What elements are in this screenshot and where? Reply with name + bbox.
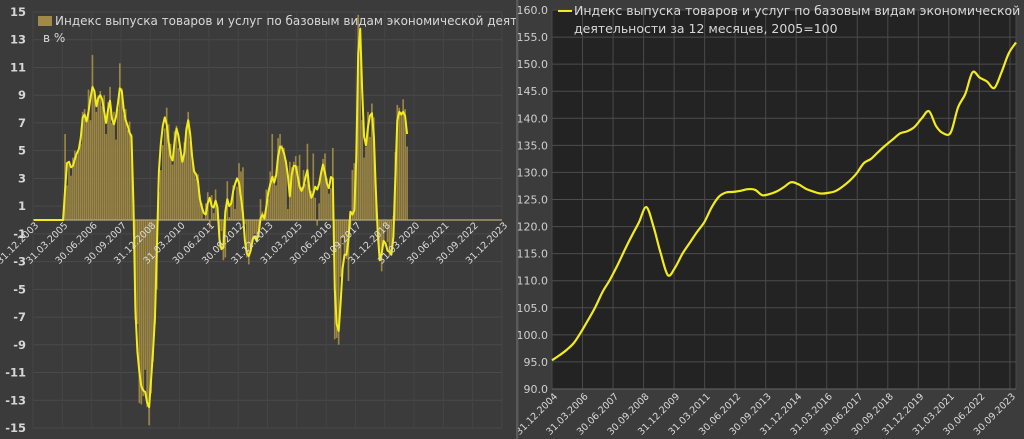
chart-divider (516, 0, 518, 439)
legend-label: Индекс выпуска товаров и услуг по базовы… (55, 14, 517, 28)
y-tick-label: 105.0 (518, 302, 548, 315)
y-tick-label: -1 (13, 227, 26, 241)
y-tick-label: 13 (10, 33, 26, 47)
index-line-series (551, 41, 1017, 362)
y-tick-label: 3 (18, 171, 26, 185)
y-tick-label: 95.0 (524, 356, 549, 369)
y-tick-label: 15 (10, 5, 26, 19)
y-tick-label: 145.0 (518, 85, 548, 98)
legend-label-line2: в % (43, 31, 65, 45)
yoy-bar-chart: 15131197531-1-3-5-7-9-11-13-1531.12.2003… (0, 5, 517, 435)
smoothed-line-series (33, 27, 409, 409)
index-line-chart: 160.0 155.0 150.0 145.0 140.0 135.0 130.0 125.0… (518, 0, 1020, 439)
y-tick-label: 135.0 (518, 139, 548, 152)
y-tick-label: -5 (13, 282, 26, 296)
y-tick-label: 155.0 (518, 31, 548, 44)
y-tick-label: 150.0 (518, 58, 548, 71)
y-tick-label: 110.0 (518, 275, 548, 288)
y-tick-label: 1 (18, 199, 26, 213)
y-tick-label: 115.0 (518, 248, 548, 261)
legend-label-line2: деятельности за 12 месяцев, 2005=100 (574, 21, 838, 36)
y-tick-label: 100.0 (518, 329, 548, 342)
y-tick-label: 9 (18, 88, 26, 102)
y-tick-label: -7 (13, 310, 26, 324)
right-chart-panel: 160.0 155.0 150.0 145.0 140.0 135.0 130.0 125.0… (518, 0, 1024, 439)
y-tick-label: -15 (5, 421, 26, 435)
y-tick-label: 140.0 (518, 112, 548, 125)
y-tick-label: 7 (18, 116, 26, 130)
legend-swatch (38, 16, 52, 26)
y-tick-label: -9 (13, 338, 26, 352)
legend-label: Индекс выпуска товаров и услуг по базовы… (574, 3, 1020, 18)
y-tick-label: 130.0 (518, 166, 548, 179)
y-tick-label: -13 (5, 393, 26, 407)
left-chart-panel: 15 13 11 9 7 5 3 1 -1 -3 -5 -7 -9 -11 -13 -15 31.12.2003… (0, 5, 517, 435)
y-tick-label: 120.0 (518, 221, 548, 234)
y-tick-label: 160.0 (518, 4, 548, 17)
y-tick-label: -3 (13, 255, 26, 269)
y-tick-label: -11 (5, 366, 26, 380)
y-tick-label: 125.0 (518, 194, 548, 207)
y-tick-label: 5 (18, 144, 26, 158)
y-tick-label: 11 (10, 60, 26, 74)
y-tick-label: 90.0 (524, 383, 549, 396)
